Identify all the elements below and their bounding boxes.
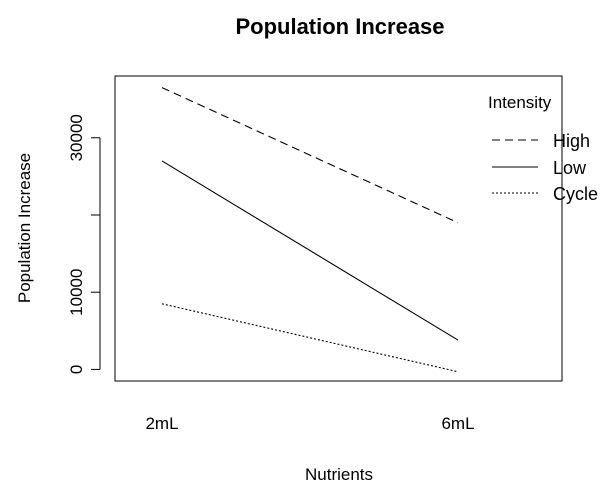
- y-tick-label: 30000: [67, 114, 86, 161]
- legend-title: Intensity: [488, 93, 552, 112]
- x-axis: 2mL 6mL: [145, 414, 474, 433]
- x-tick-label: 2mL: [145, 414, 178, 433]
- legend-label-high: High: [553, 131, 590, 151]
- y-axis: 0 10000 30000: [67, 114, 101, 374]
- y-tick-label: 10000: [67, 269, 86, 316]
- legend-label-low: Low: [553, 158, 587, 178]
- legend: Intensity High Low Cycle: [488, 93, 598, 204]
- y-tick-label: 0: [67, 365, 86, 374]
- x-axis-label: Nutrients: [305, 465, 373, 484]
- x-tick-label: 6mL: [441, 414, 474, 433]
- chart-title: Population Increase: [235, 14, 444, 39]
- y-axis-label: Population Increase: [15, 153, 34, 303]
- legend-label-cycle: Cycle: [553, 184, 598, 204]
- series-line-cycle: [161, 303, 459, 373]
- series-line-low: [161, 160, 459, 341]
- plot-frame: [114, 75, 563, 382]
- series-layer: [161, 87, 459, 373]
- series-line-high: [161, 87, 459, 224]
